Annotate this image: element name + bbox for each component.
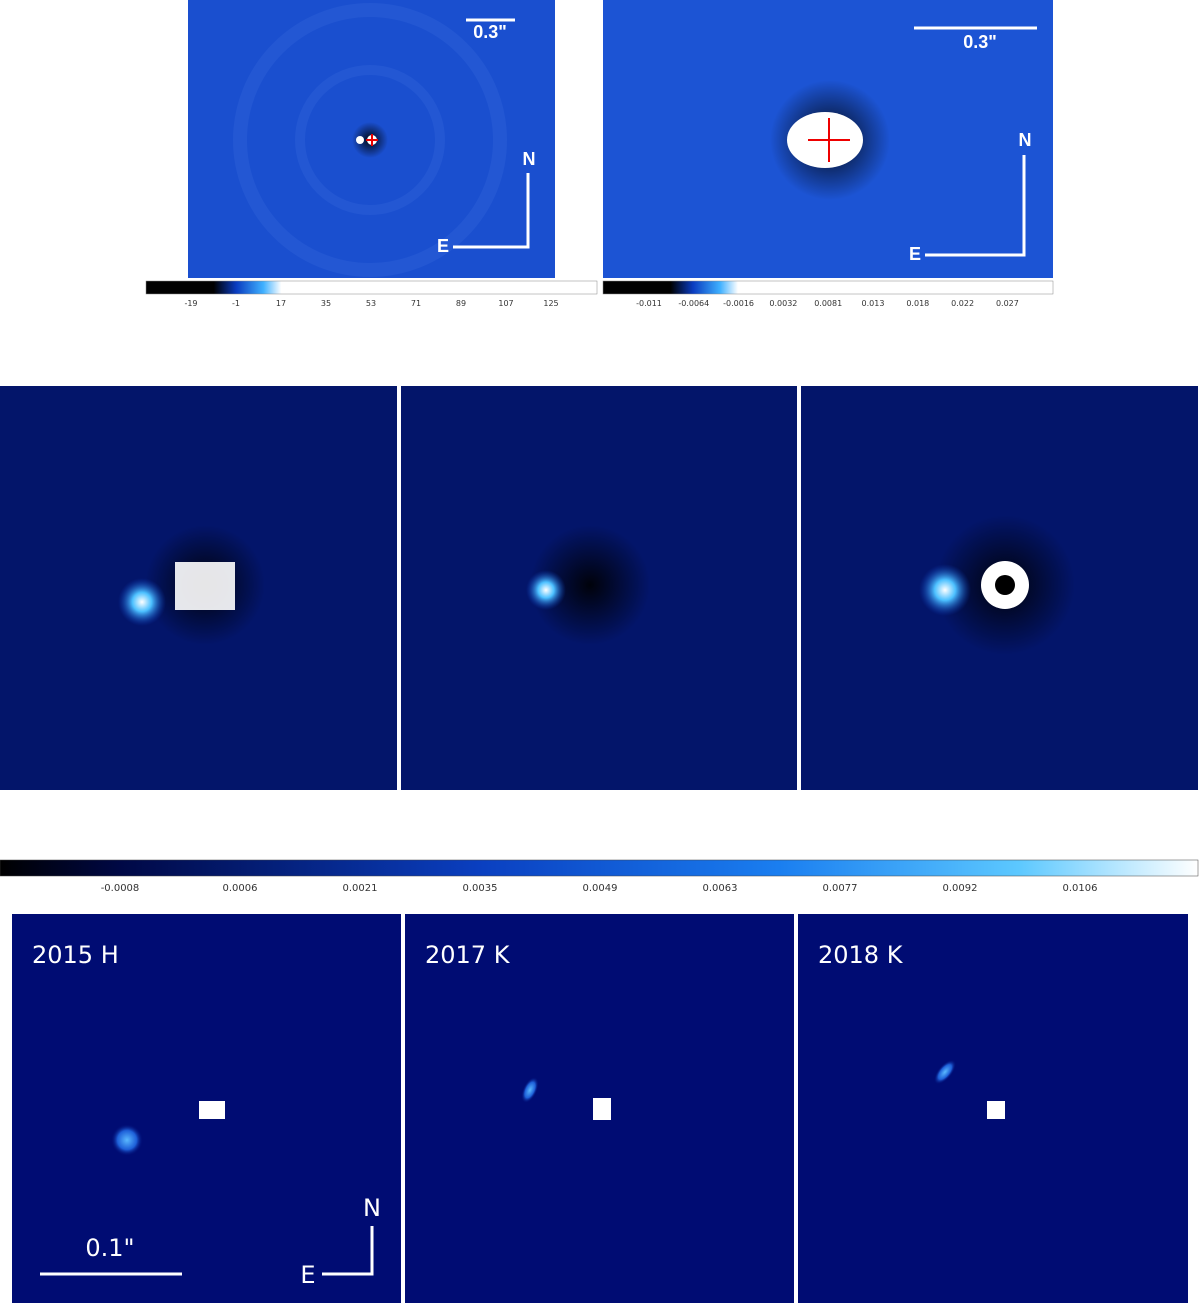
colorbar-tick-label: -0.0008 [101,883,140,894]
compass [453,173,530,249]
colorbar-tick-label: 35 [321,299,331,308]
scale-label: 0.3" [473,22,507,42]
east-label: E [437,236,449,256]
colorbar-tick-label: 0.022 [951,299,974,308]
colorbar-tick-label: 0.027 [996,299,1019,308]
colorbar-tick-label: -19 [184,299,197,308]
north-label: N [523,149,536,169]
companion [356,136,364,144]
colorbar-tick-label: 0.0049 [583,883,618,894]
colorbar-tick-label: 89 [456,299,466,308]
colorbar [602,280,1054,295]
colorbar-tick-label: 0.0035 [463,883,498,894]
colorbar-tick-label: 0.0021 [343,883,378,894]
compass [322,1226,374,1276]
colorbar [145,280,598,295]
ring [295,65,445,215]
colorbar-tick-label: -0.0064 [678,299,709,308]
colorbar-tick-label: -0.0016 [723,299,754,308]
north-label: N [363,1194,381,1222]
colorbar-tick-label: 0.0077 [823,883,858,894]
panel-label: 2017 K [425,941,511,969]
colorbar-tick-label: 107 [498,299,513,308]
panel-label: 2018 K [818,941,904,969]
colorbar-tick-label: -1 [232,299,240,308]
colorbar [0,859,1199,877]
north-label: N [1019,130,1032,150]
colorbar-tick-label: -0.011 [636,299,662,308]
scale-label: 0.3" [963,32,997,52]
compass [925,155,1026,257]
colorbar-tick-label: 71 [411,299,421,308]
colorbar-tick-label: 0.0063 [703,883,738,894]
panel-label: 2015 H [32,941,119,969]
colorbar-tick-label: 0.018 [906,299,929,308]
colorbar-tick-label: 0.0032 [769,299,797,308]
colorbar-tick-label: 53 [366,299,376,308]
colorbar-tick-label: 17 [276,299,286,308]
east-label: E [300,1261,315,1289]
scale-label: 0.1" [85,1234,134,1262]
colorbar-tick-label: 0.0092 [943,883,978,894]
ring [233,3,507,277]
east-label: E [909,244,921,264]
colorbar-tick-label: 0.013 [862,299,885,308]
colorbar-tick-label: 125 [543,299,558,308]
colorbar-tick-label: 0.0106 [1063,883,1098,894]
colorbar-tick-label: 0.0081 [814,299,842,308]
colorbar-tick-label: 0.0006 [223,883,258,894]
